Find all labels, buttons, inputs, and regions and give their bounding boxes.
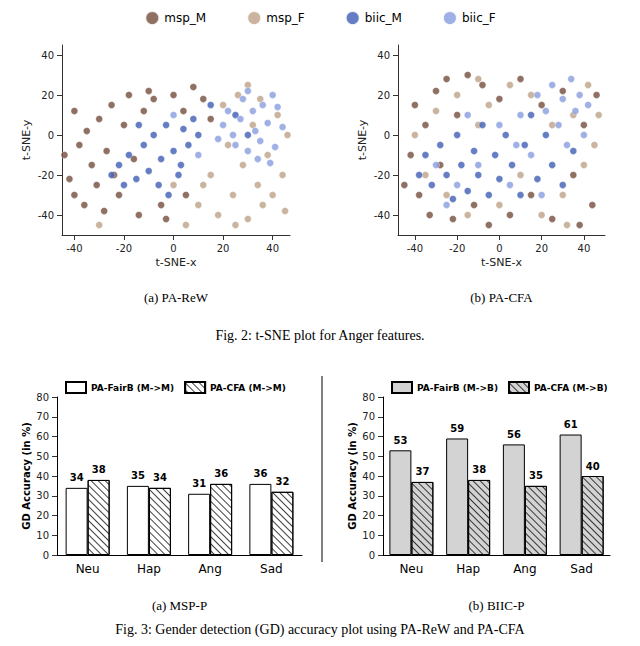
svg-text:Hap: Hap [137,562,161,576]
svg-text:70: 70 [362,411,375,422]
svg-text:36: 36 [253,468,267,479]
svg-text:msp_M: msp_M [164,11,206,25]
svg-text:t-SNE-y: t-SNE-y [356,119,369,160]
svg-text:40: 40 [377,50,390,61]
svg-text:Hap: Hap [456,562,480,576]
svg-text:-40: -40 [66,243,82,254]
svg-text:60: 60 [362,431,375,442]
svg-text:-40: -40 [38,210,54,221]
svg-text:20: 20 [535,243,548,254]
svg-text:(a) PA-ReW: (a) PA-ReW [144,290,209,305]
svg-text:80: 80 [362,392,375,403]
svg-text:59: 59 [450,423,464,434]
svg-text:40: 40 [578,243,591,254]
svg-text:-20: -20 [38,170,54,181]
svg-text:(b) BIIC-P: (b) BIIC-P [469,598,525,613]
svg-text:GD Accuracy (in %): GD Accuracy (in %) [347,422,358,530]
svg-text:t-SNE-x: t-SNE-x [481,256,522,269]
svg-text:-40: -40 [407,243,423,254]
svg-text:40: 40 [266,243,279,254]
svg-text:t-SNE-y: t-SNE-y [20,119,33,160]
svg-text:30: 30 [36,490,49,501]
svg-text:PA-CFA (M->M): PA-CFA (M->M) [210,383,286,393]
svg-text:-20: -20 [449,243,465,254]
svg-text:40: 40 [362,471,375,482]
svg-text:Sad: Sad [570,562,593,576]
svg-text:0: 0 [170,243,176,254]
svg-text:0: 0 [48,130,54,141]
svg-text:0: 0 [496,243,502,254]
svg-text:35: 35 [529,470,543,481]
svg-text:40: 40 [586,461,600,472]
svg-text:70: 70 [36,411,49,422]
svg-text:53: 53 [393,435,407,446]
svg-text:-20: -20 [374,170,390,181]
svg-text:Sad: Sad [260,562,283,576]
svg-text:40: 40 [36,471,49,482]
svg-text:80: 80 [36,392,49,403]
svg-text:Ang: Ang [513,562,536,576]
svg-text:msp_F: msp_F [266,11,305,25]
svg-text:0: 0 [43,550,49,561]
svg-text:20: 20 [36,510,49,521]
svg-text:37: 37 [415,466,429,477]
svg-text:38: 38 [472,464,486,475]
svg-text:-20: -20 [116,243,132,254]
svg-text:20: 20 [217,243,230,254]
svg-text:61: 61 [564,419,578,430]
svg-text:Neu: Neu [399,562,423,576]
svg-text:31: 31 [192,478,206,489]
svg-text:PA-FairB (M->B): PA-FairB (M->B) [417,383,498,393]
svg-text:0: 0 [384,130,390,141]
svg-text:-40: -40 [374,210,390,221]
svg-text:GD Accuracy (in %): GD Accuracy (in %) [21,422,32,530]
svg-text:Neu: Neu [76,562,100,576]
svg-text:20: 20 [362,510,375,521]
svg-text:PA-FairB (M->M): PA-FairB (M->M) [91,383,174,393]
svg-text:36: 36 [214,468,228,479]
svg-text:t-SNE-x: t-SNE-x [156,256,197,269]
svg-text:32: 32 [275,476,289,487]
svg-text:10: 10 [36,530,49,541]
svg-text:(a) MSP-P: (a) MSP-P [152,598,207,613]
svg-text:34: 34 [153,472,167,483]
svg-text:20: 20 [41,90,54,101]
svg-text:10: 10 [362,530,375,541]
svg-text:40: 40 [41,50,54,61]
svg-text:60: 60 [36,431,49,442]
svg-text:Fig. 3: Gender detection (GD): Fig. 3: Gender detection (GD) accuracy p… [115,622,525,638]
svg-text:Ang: Ang [198,562,221,576]
svg-text:PA-CFA (M->B): PA-CFA (M->B) [534,383,608,393]
svg-text:38: 38 [92,464,106,475]
svg-text:biic_F: biic_F [462,11,496,25]
svg-text:30: 30 [362,490,375,501]
svg-text:biic_M: biic_M [365,11,402,25]
svg-text:Fig. 2: t-SNE plot for Anger f: Fig. 2: t-SNE plot for Anger features. [215,328,424,343]
svg-text:(b) PA-CFA: (b) PA-CFA [470,290,533,305]
svg-text:34: 34 [70,472,84,483]
svg-text:50: 50 [36,451,49,462]
svg-text:56: 56 [507,429,521,440]
svg-text:0: 0 [369,550,375,561]
svg-text:50: 50 [362,451,375,462]
svg-text:20: 20 [377,90,390,101]
svg-text:35: 35 [131,470,145,481]
